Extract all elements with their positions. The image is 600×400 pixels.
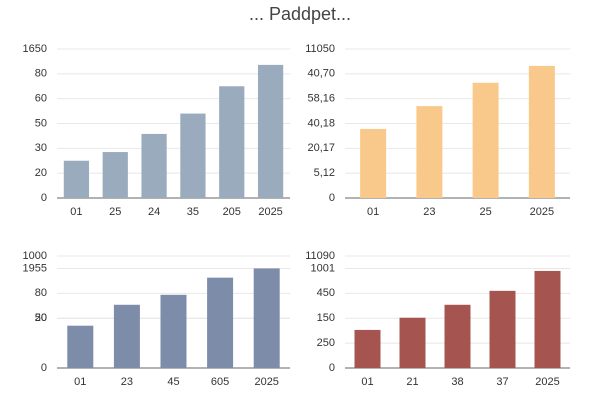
- x-tick-label: 25: [109, 206, 121, 218]
- y-tick-label: 5,12: [314, 167, 335, 179]
- x-tick-label: 2025: [258, 206, 282, 218]
- bar: [360, 128, 387, 198]
- bar: [102, 152, 128, 198]
- y-tick-label: 11050: [305, 43, 335, 55]
- x-tick-label: 205: [223, 206, 241, 218]
- bar: [416, 106, 443, 198]
- bar: [141, 133, 167, 198]
- bar: [489, 290, 516, 368]
- y-tick-label: 1001: [311, 262, 335, 274]
- x-tick-label: 01: [70, 206, 82, 218]
- bar: [534, 270, 561, 368]
- y-tick-label: 0: [41, 362, 47, 374]
- x-tick-label: 2025: [535, 376, 559, 388]
- y-tick-label: 60: [35, 93, 47, 105]
- x-tick-label: 35: [187, 206, 199, 218]
- y-tick-label: 40,18: [307, 117, 335, 129]
- y-tick-label: 50: [35, 117, 47, 129]
- x-tick-label: 2025: [530, 206, 554, 218]
- chart-title: ... Paddpet...: [249, 4, 351, 24]
- y-tick-label: 150: [317, 312, 335, 324]
- y-tick-label: 0: [329, 192, 335, 204]
- y-tick-label: 1000: [23, 250, 47, 262]
- x-tick-label: 38: [451, 376, 463, 388]
- x-tick-label: 605: [211, 376, 229, 388]
- x-tick-label: 23: [121, 376, 133, 388]
- y-tick-label: 450: [317, 287, 335, 299]
- y-tick-label: 50: [35, 312, 47, 324]
- y-tick-label: 40,70: [307, 68, 335, 80]
- x-tick-label: 25: [480, 206, 492, 218]
- bar: [399, 317, 426, 368]
- y-tick-label: 1650: [23, 43, 47, 55]
- x-tick-label: 45: [167, 376, 179, 388]
- bar: [67, 325, 94, 368]
- bar: [180, 113, 206, 198]
- y-tick-label: 11090: [305, 250, 335, 262]
- x-tick-label: 21: [406, 376, 418, 388]
- bar: [207, 277, 234, 368]
- bar: [113, 304, 140, 368]
- bar: [472, 82, 499, 198]
- x-tick-label: 37: [496, 376, 508, 388]
- bar: [354, 329, 381, 368]
- x-tick-label: 23: [423, 206, 435, 218]
- x-tick-label: 01: [74, 376, 86, 388]
- y-tick-label: 0: [41, 192, 47, 204]
- bar: [63, 160, 90, 198]
- y-tick-label: 58,16: [307, 93, 335, 105]
- bar: [444, 304, 471, 368]
- x-tick-label: 01: [361, 376, 373, 388]
- y-tick-label: 1955: [23, 262, 47, 274]
- y-tick-label: 20: [35, 312, 47, 324]
- bar: [219, 86, 245, 198]
- x-tick-label: 01: [367, 206, 379, 218]
- x-tick-label: 2025: [254, 376, 278, 388]
- y-tick-label: 250: [317, 337, 335, 349]
- y-tick-label: 30: [35, 142, 47, 154]
- y-tick-label: 0: [329, 362, 335, 374]
- y-tick-label: 80: [35, 68, 47, 80]
- y-tick-label: 80: [35, 287, 47, 299]
- bar: [257, 64, 284, 198]
- y-tick-label: 20,17: [307, 142, 335, 154]
- x-tick-label: 24: [148, 206, 160, 218]
- bar: [528, 65, 555, 199]
- y-tick-label: 20: [35, 167, 47, 179]
- bar: [253, 268, 280, 368]
- bar: [160, 294, 187, 368]
